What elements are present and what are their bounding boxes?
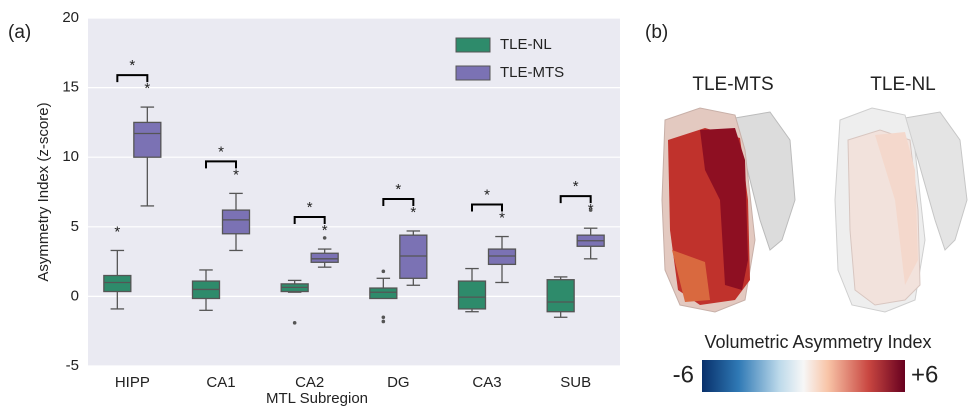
significance-mark: * [410,204,416,221]
box [134,122,161,157]
legend-swatch [456,66,490,80]
outlier [382,270,386,274]
x-tick-label: CA3 [472,374,501,391]
legend-swatch [456,38,490,52]
y-tick-label: 5 [71,218,79,235]
significance-mark: * [129,57,135,74]
x-tick-label: DG [387,374,410,391]
colorbar-tick-label: -6 [673,361,694,388]
box [489,249,516,264]
box [459,281,486,309]
x-tick-label: SUB [560,374,591,391]
x-tick-label: CA1 [206,374,235,391]
brain-nl [835,108,967,312]
significance-mark: * [484,186,490,203]
brain-title: TLE-MTS [692,74,773,95]
significance-mark: * [322,222,328,239]
box [311,253,338,262]
significance-mark: * [218,143,224,160]
outlier [293,321,297,325]
y-tick-label: 20 [62,9,79,26]
panel-label: (b) [645,22,668,43]
box [547,280,574,312]
colorbar-tick-label: +6 [911,361,938,388]
significance-mark: * [307,199,313,216]
significance-mark: * [144,80,150,97]
colorbar [702,360,905,392]
x-tick-label: CA2 [295,374,324,391]
colorbar-label: Volumetric Asymmetry Index [704,332,931,352]
y-tick-label: -5 [66,357,79,374]
y-tick-label: 0 [71,287,79,304]
significance-mark: * [233,166,239,183]
significance-mark: * [573,178,579,195]
brain-title: TLE-NL [870,74,935,95]
y-tick-label: 15 [62,79,79,96]
box [400,235,427,278]
box [370,288,397,298]
outlier [382,315,386,319]
panel-label: (a) [8,22,31,43]
y-tick-label: 10 [62,148,79,165]
significance-mark: * [395,181,401,198]
outlier [382,320,386,324]
y-axis-label: Asymmetry Index (z-score) [35,102,52,281]
x-axis-label: MTL Subregion [266,390,368,407]
brain-mts [662,108,795,312]
figure: (a) (b) * * * * * * * * * * * * * TLE-NL TLE-MTS MTL S… [0,0,977,410]
box [223,210,250,234]
significance-mark: * [499,209,505,226]
significance-mark: * [588,201,594,218]
legend-label: TLE-NL [500,36,552,53]
legend-label: TLE-MTS [500,64,564,81]
significance-mark: * [114,223,120,240]
x-tick-label: HIPP [115,374,150,391]
box [104,276,131,292]
